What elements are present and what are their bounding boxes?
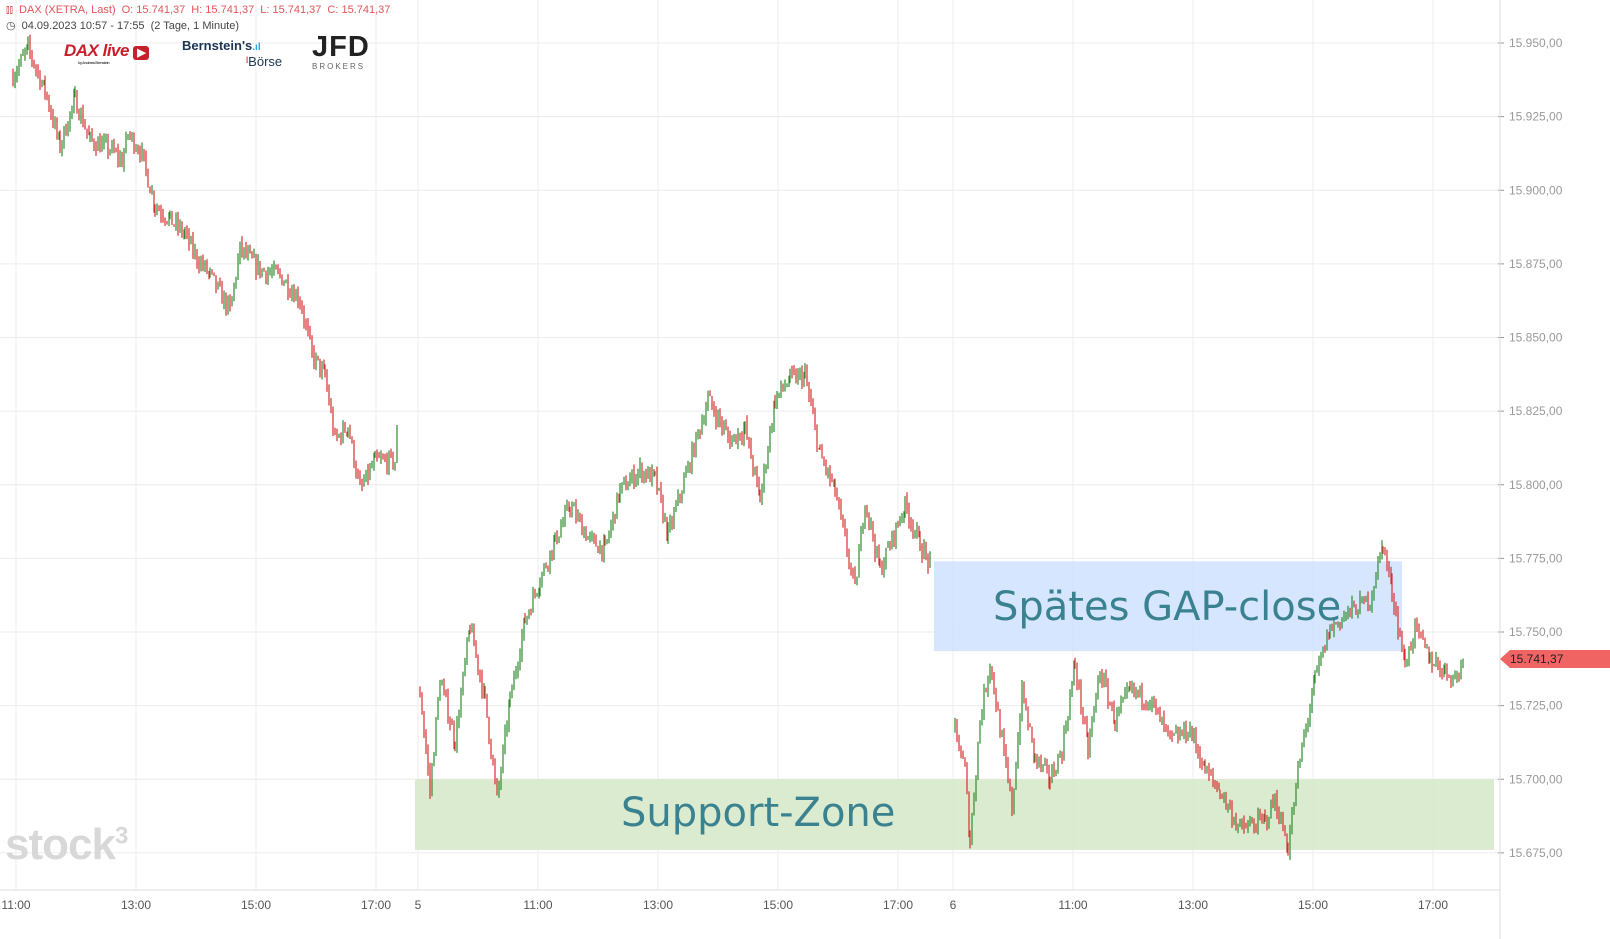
stock3-watermark: stock3 — [5, 820, 128, 869]
gap-close-zone — [934, 561, 1402, 652]
y-tick-label: 15.725,00 — [1509, 699, 1563, 713]
range-header: ◷ 04.09.2023 10:57 - 17:55 (2 Tage, 1 Minu… — [6, 20, 245, 33]
x-tick-label: 5 — [415, 898, 422, 912]
x-tick-label: 17:00 — [883, 898, 913, 912]
x-tick-label: 6 — [950, 898, 957, 912]
x-tick-label: 17:00 — [361, 898, 391, 912]
jfd-brokers-logo: JFD BROKERS — [312, 31, 370, 72]
y-tick-label: 15.925,00 — [1509, 110, 1563, 124]
axes: 15.675,00 15.700,00 15.725,00 15.750,00 15.7… — [0, 0, 1563, 939]
support-zone-label: Support-Zone — [621, 790, 896, 836]
daxlive-logo: DAX live ▶ by Andreas Bernstein — [64, 42, 150, 65]
y-tick-label: 15.700,00 — [1509, 772, 1563, 786]
clock-icon: ◷ — [6, 20, 16, 32]
y-tick-label: 15.850,00 — [1509, 331, 1563, 345]
x-tick-label: 15:00 — [763, 898, 793, 912]
ohlc-close: C: 15.741,37 — [327, 4, 391, 16]
x-tick-label: 13:00 — [643, 898, 673, 912]
bernsteins-boerse-logo: Bernstein's.ıl ᴵBörse — [182, 38, 283, 69]
x-tick-label: 13:00 — [1178, 898, 1208, 912]
gap-close-label: Spätes GAP-close — [993, 584, 1342, 630]
grid — [0, 0, 1498, 890]
x-tick-label: 11:00 — [523, 898, 552, 912]
x-tick-label: 15:00 — [241, 898, 271, 912]
instrument-header: ⫾⫾ DAX (XETRA, Last) O: 15.741,37 H: 15.741… — [6, 4, 396, 17]
ohlc-high: H: 15.741,37 — [191, 4, 255, 16]
date-range: 04.09.2023 10:57 - 17:55 — [21, 20, 145, 32]
x-tick-label: 17:00 — [1418, 898, 1448, 912]
y-tick-label: 15.800,00 — [1509, 478, 1563, 492]
annotation-zones — [415, 561, 1494, 850]
candles — [12, 34, 1464, 860]
x-tick-label: 13:00 — [121, 898, 151, 912]
y-tick-label: 15.825,00 — [1509, 404, 1563, 418]
y-tick-label: 15.675,00 — [1509, 846, 1563, 860]
instrument-name: DAX (XETRA, Last) — [19, 4, 116, 16]
interval: (2 Tage, 1 Minute) — [150, 20, 240, 32]
support-zone — [415, 779, 1494, 850]
y-tick-label: 15.900,00 — [1509, 183, 1563, 197]
y-tick-label: 15.950,00 — [1509, 36, 1563, 50]
y-tick-label: 15.775,00 — [1509, 551, 1563, 565]
ohlc-low: L: 15.741,37 — [260, 4, 322, 16]
y-tick-label: 15.750,00 — [1509, 625, 1563, 639]
x-tick-label: 15:00 — [1298, 898, 1328, 912]
candlestick-icon: ⫾⫾ — [6, 4, 14, 16]
x-tick-label: 11:00 — [1058, 898, 1087, 912]
y-tick-label: 15.875,00 — [1509, 257, 1563, 271]
ohlc-open: O: 15.741,37 — [121, 4, 186, 16]
x-tick-label: 11:00 — [1, 898, 30, 912]
last-price-tag: 15.741,37 — [1500, 650, 1610, 668]
